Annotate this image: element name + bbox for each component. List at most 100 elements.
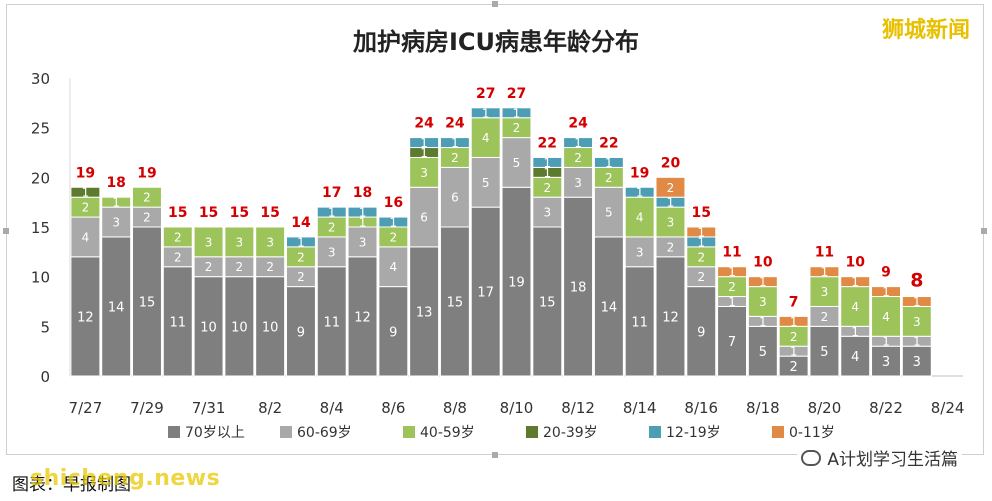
chart-title: 加护病房ICU病患年龄分布 bbox=[352, 28, 640, 56]
bar-segment bbox=[470, 107, 501, 119]
bar-value-label: 3 bbox=[420, 166, 428, 180]
bar-segment bbox=[686, 226, 717, 238]
bar-total-label: 24 bbox=[445, 116, 465, 132]
bar-segment bbox=[224, 226, 255, 258]
bar-total-label: 11 bbox=[722, 245, 741, 261]
x-tick-label: 8/12 bbox=[561, 399, 595, 417]
source-caption: 图表：早报制图 bbox=[12, 475, 131, 495]
legend-label: 0-11岁 bbox=[789, 425, 835, 441]
bar-value-label: 2 bbox=[390, 230, 398, 244]
bar-value-label: 17 bbox=[477, 286, 494, 301]
y-tick-label: 10 bbox=[31, 269, 50, 287]
bar-segment bbox=[563, 137, 594, 149]
bar-value-label: 2 bbox=[574, 151, 582, 165]
bar-segment bbox=[132, 186, 162, 208]
bar-value-label: 1 bbox=[636, 186, 644, 200]
bar-value-label: 1 bbox=[697, 225, 705, 239]
bar-segment bbox=[347, 256, 378, 377]
resize-handle-bottom[interactable] bbox=[492, 452, 498, 458]
bar-value-label: 2 bbox=[297, 250, 305, 264]
bar-value-label: 1 bbox=[297, 235, 305, 249]
bar-segment bbox=[224, 276, 255, 377]
bar-segment bbox=[162, 266, 193, 377]
bar-value-label: 3 bbox=[543, 206, 551, 220]
bar-segment bbox=[101, 196, 132, 208]
bar-segment bbox=[532, 196, 563, 228]
bar-segment bbox=[501, 107, 532, 119]
bar-segment bbox=[378, 246, 409, 288]
bar-value-label: 1 bbox=[82, 186, 90, 200]
bar-segment bbox=[285, 286, 316, 377]
bar-value-label: 1 bbox=[420, 146, 428, 160]
bar-value-label: 2 bbox=[821, 310, 829, 324]
bar-segment bbox=[901, 345, 932, 377]
bar-value-label: 2 bbox=[174, 250, 182, 264]
resize-handle-left[interactable] bbox=[3, 228, 9, 234]
bar-segment bbox=[840, 335, 871, 377]
bar-total-label: 19 bbox=[630, 165, 649, 181]
bar-value-label: 3 bbox=[574, 176, 582, 190]
bar-segment bbox=[439, 137, 470, 149]
bar-value-label: 2 bbox=[143, 211, 151, 225]
x-tick-label: 8/8 bbox=[443, 399, 467, 417]
bar-segment bbox=[901, 296, 932, 307]
legend-swatch bbox=[526, 426, 538, 438]
x-tick-label: 8/22 bbox=[869, 399, 903, 417]
bar-value-label: 2 bbox=[543, 181, 551, 195]
resize-handle-top[interactable] bbox=[492, 1, 498, 7]
bar-total-label: 11 bbox=[815, 245, 834, 261]
bar-segment bbox=[409, 137, 440, 149]
bar-value-label: 2 bbox=[605, 171, 613, 185]
bar-segment bbox=[593, 156, 624, 168]
bar-value-label: 12 bbox=[354, 310, 371, 325]
wechat-icon bbox=[801, 449, 822, 466]
bar-value-label: 2 bbox=[451, 151, 459, 165]
bar-value-label: 11 bbox=[631, 315, 648, 330]
bar-value-label: 5 bbox=[759, 345, 767, 360]
bar-value-label: 1 bbox=[882, 335, 890, 349]
x-tick-label: 8/20 bbox=[808, 399, 842, 417]
bar-value-label: 2 bbox=[728, 280, 736, 294]
bar-value-label: 2 bbox=[328, 221, 336, 235]
bar-value-label: 1 bbox=[697, 235, 705, 249]
y-tick-label: 25 bbox=[31, 120, 50, 138]
bar-value-label: 18 bbox=[570, 281, 587, 296]
bar-segment bbox=[747, 286, 778, 317]
bar-value-label: 1 bbox=[851, 325, 859, 339]
bar-value-label: 9 bbox=[297, 325, 305, 340]
bar-value-label: 4 bbox=[390, 260, 398, 274]
bar-value-label: 10 bbox=[200, 320, 217, 335]
bar-segment bbox=[809, 266, 840, 278]
y-tick-label: 30 bbox=[31, 70, 50, 88]
bar-value-label: 2 bbox=[174, 230, 182, 244]
bar-value-label: 1 bbox=[543, 166, 551, 180]
bar-segment bbox=[747, 325, 778, 377]
bar-total-label: 17 bbox=[322, 185, 341, 201]
bar-value-label: 1 bbox=[728, 295, 736, 309]
bar-value-label: 9 bbox=[697, 325, 705, 340]
bar-value-label: 14 bbox=[108, 300, 125, 315]
bar-segment bbox=[624, 196, 655, 238]
bar-value-label: 11 bbox=[170, 315, 187, 330]
bar-segment bbox=[840, 286, 871, 327]
y-tick-label: 15 bbox=[31, 219, 50, 237]
y-tick-label: 5 bbox=[40, 318, 50, 336]
x-tick-label: 8/24 bbox=[931, 399, 965, 417]
bar-value-label: 12 bbox=[662, 310, 679, 325]
bar-segment bbox=[439, 166, 470, 228]
bar-total-label: 20 bbox=[661, 155, 681, 171]
bar-value-label: 2 bbox=[667, 181, 675, 195]
bar-total-label: 15 bbox=[199, 205, 218, 221]
bar-total-label: 9 bbox=[881, 265, 891, 281]
bar-segment bbox=[378, 216, 409, 228]
bar-segment bbox=[871, 286, 901, 298]
bar-segment bbox=[193, 226, 224, 258]
resize-handle-right[interactable] bbox=[981, 228, 987, 234]
bar-value-label: 3 bbox=[821, 285, 829, 299]
bar-value-label: 2 bbox=[236, 260, 244, 274]
bar-total-label: 7 bbox=[789, 294, 799, 310]
bar-segment bbox=[316, 206, 347, 218]
bar-value-label: 4 bbox=[482, 131, 490, 145]
bar-value-label: 1 bbox=[390, 216, 398, 230]
